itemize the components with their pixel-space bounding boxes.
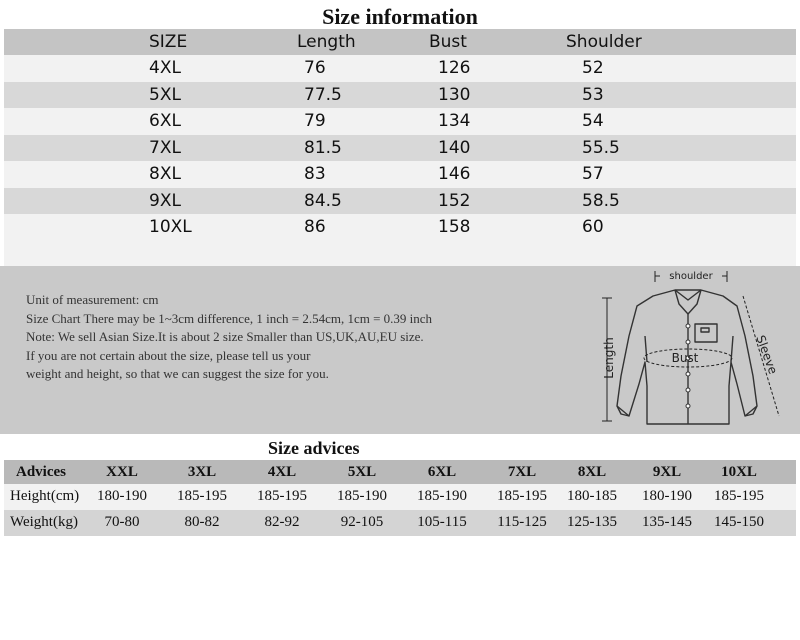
table-row: 8XL 83 146 57 (4, 161, 796, 188)
sleeve-label: Sleeve (753, 333, 780, 376)
length-cell: 76 (304, 58, 326, 78)
size-advices-table: Advices XXL 3XL 4XL 5XL 6XL 7XL 8XL 9XL … (4, 460, 796, 536)
note-line: Unit of measurement: cm (26, 292, 159, 307)
header-advices: Advices (16, 464, 66, 480)
shoulder-cell: 54 (582, 111, 604, 131)
bust-cell: 158 (438, 217, 471, 237)
length-cell: 77.5 (304, 84, 342, 105)
height-cell: 185-195 (177, 488, 227, 504)
weight-cell: 80-82 (184, 514, 220, 530)
weight-cell: 145-150 (714, 514, 764, 530)
height-cell: 180-185 (567, 488, 617, 504)
shoulder-cell: 57 (582, 164, 604, 184)
bust-cell: 126 (438, 58, 471, 78)
height-cell: 185-190 (417, 488, 467, 504)
size-cell: 9XL (149, 190, 181, 211)
size-table: SIZE Length Bust Shoulder 4XL 76 126 52 … (4, 29, 796, 267)
advices-header-row: Advices XXL 3XL 4XL 5XL 6XL 7XL 8XL 9XL … (4, 460, 796, 484)
header-size: 8XL (577, 464, 607, 480)
length-cell: 81.5 (304, 137, 342, 158)
height-cell: 180-190 (97, 488, 147, 504)
length-cell: 79 (304, 111, 326, 131)
weight-cell: 125-135 (567, 514, 617, 530)
size-cell: 5XL (149, 84, 181, 105)
table-row: 7XL 81.5 140 55.5 (4, 134, 796, 161)
note-line: Size Chart There may be 1~3cm difference… (26, 310, 433, 326)
note-line: If you are not certain about the size, p… (26, 347, 311, 363)
bust-cell: 140 (438, 137, 471, 158)
size-cell: 10XL (149, 217, 192, 237)
bust-label: Bust (672, 351, 699, 365)
weight-cell: 92-105 (340, 514, 384, 530)
weight-cell: 115-125 (497, 514, 547, 530)
weight-cell: 82-92 (264, 514, 300, 530)
height-cell: 185-195 (257, 488, 307, 504)
measurement-notes-panel: Unit of measurement: cm Size Chart There… (0, 266, 800, 434)
note-line: weight and height, so that we can sugges… (26, 366, 329, 381)
length-cell: 83 (304, 164, 326, 184)
size-cell: 7XL (149, 137, 181, 158)
note-line: Note: We sell Asian Size.It is about 2 s… (26, 329, 424, 344)
shoulder-cell: 52 (582, 58, 604, 78)
header-size: 3XL (187, 464, 217, 480)
shirt-measurement-diagram: shoulder Length Bust Sleeve (602, 269, 780, 425)
bust-cell: 130 (438, 84, 471, 105)
weight-cell: 70-80 (104, 514, 140, 530)
header-size: XXL (106, 464, 138, 480)
header-size: 9XL (652, 464, 682, 480)
shoulder-cell: 53 (582, 84, 604, 105)
size-advices-title: Size advices (268, 438, 360, 458)
header-size: 4XL (267, 464, 297, 480)
height-cell: 180-190 (642, 488, 692, 504)
height-cell: 185-195 (714, 488, 764, 504)
table-row: 9XL 84.5 152 58.5 (4, 187, 796, 214)
shoulder-cell: 55.5 (582, 137, 620, 158)
table-row: 4XL 76 126 52 (4, 55, 796, 82)
bust-cell: 146 (438, 164, 471, 184)
length-cell: 84.5 (304, 190, 342, 211)
size-information-title: Size information (322, 4, 478, 29)
measurement-notes: Unit of measurement: cm Size Chart There… (26, 291, 432, 384)
size-cell: 4XL (149, 58, 181, 78)
weight-cell: 105-115 (417, 514, 467, 530)
table-row: 10XL 86 158 60 (4, 214, 796, 241)
height-cell: 185-195 (497, 488, 547, 504)
header-size: 7XL (507, 464, 537, 480)
shoulder-cell: 58.5 (582, 190, 620, 211)
header-length: Length (297, 32, 356, 52)
header-size: 5XL (347, 464, 377, 480)
length-cell: 86 (304, 217, 326, 237)
weight-cell: 135-145 (642, 514, 692, 530)
empty-row (4, 240, 796, 267)
header-size: 6XL (427, 464, 457, 480)
length-label: Length (602, 337, 616, 378)
table-row: Height(cm) 180-190 185-195 185-195 185-1… (4, 484, 796, 510)
table-row: 6XL 79 134 54 (4, 108, 796, 135)
header-shoulder: Shoulder (566, 32, 642, 52)
size-cell: 6XL (149, 111, 181, 131)
size-table-header: SIZE Length Bust Shoulder (4, 29, 796, 55)
header-bust: Bust (429, 32, 467, 52)
row-label: Height(cm) (10, 488, 80, 504)
bust-cell: 134 (438, 111, 471, 131)
size-cell: 8XL (149, 164, 181, 184)
row-label: Weight(kg) (10, 514, 78, 530)
header-size: SIZE (149, 32, 188, 52)
table-row: 5XL 77.5 130 53 (4, 81, 796, 108)
height-cell: 185-190 (337, 488, 387, 504)
table-row: Weight(kg) 70-80 80-82 82-92 92-105 105-… (4, 510, 796, 536)
header-size: 10XL (721, 464, 757, 480)
shoulder-label-bg (660, 269, 722, 281)
shoulder-label: shoulder (669, 271, 713, 282)
bust-cell: 152 (438, 190, 471, 211)
shoulder-cell: 60 (582, 217, 604, 237)
